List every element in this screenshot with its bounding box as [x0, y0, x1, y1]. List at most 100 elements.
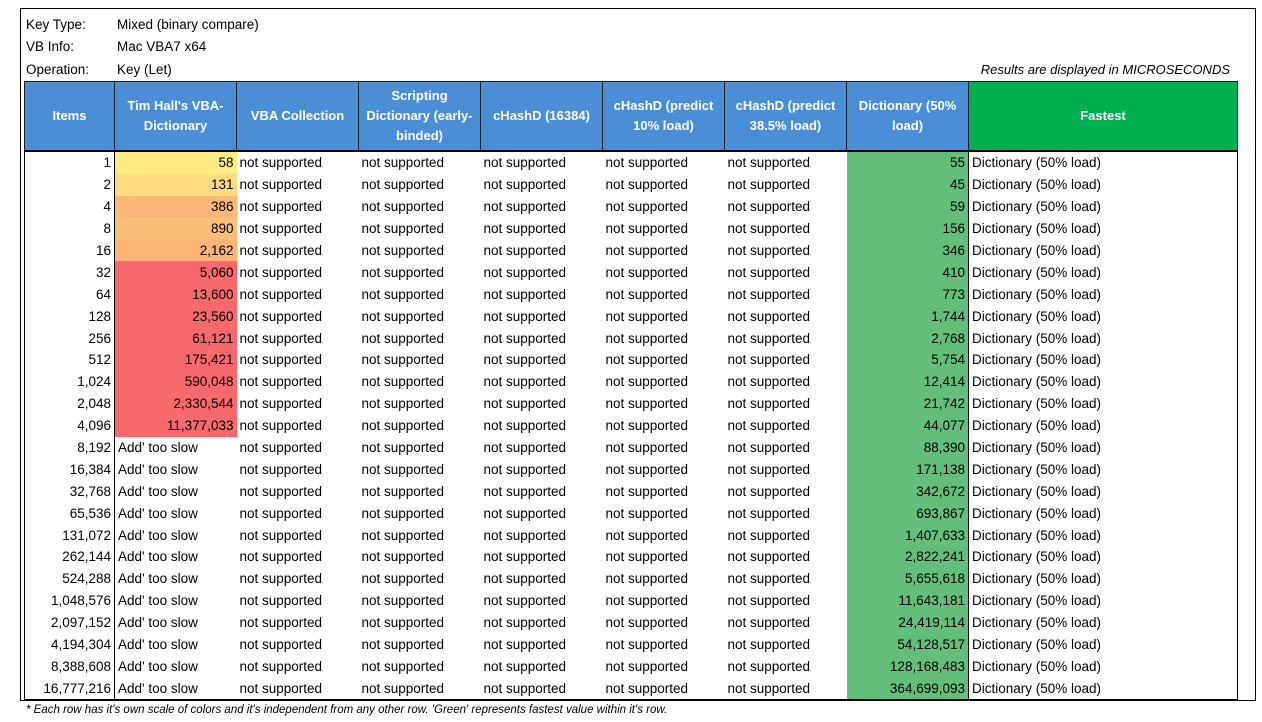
cell-vba-collection[interactable]: not supported [239, 352, 323, 368]
cell-fastest[interactable]: Dictionary (50% load) [968, 392, 1238, 415]
cell-fastest[interactable]: Dictionary (50% load) [968, 589, 1238, 612]
cell-vba-collection[interactable]: not supported [239, 658, 323, 674]
cell-timhall[interactable]: 590,048 [114, 370, 237, 393]
cell-chashd-16384[interactable]: not supported [483, 549, 567, 565]
cell-chashd-38-5[interactable]: not supported [727, 286, 811, 302]
cell-chashd-38-5[interactable]: not supported [727, 308, 811, 324]
cell-chashd-38-5[interactable]: not supported [727, 637, 811, 653]
cell-timhall[interactable]: 386 [114, 195, 237, 218]
cell-timhall[interactable]: Add' too slow [118, 440, 198, 456]
cell-chashd-16384[interactable]: not supported [483, 440, 567, 456]
cell-dictionary-50[interactable]: 156 [846, 217, 969, 240]
cell-vba-collection[interactable]: not supported [239, 505, 323, 521]
cell-chashd-10[interactable]: not supported [605, 593, 689, 609]
cell-chashd-38-5[interactable]: not supported [727, 593, 811, 609]
cell-items[interactable]: 64 [24, 283, 115, 306]
cell-dictionary-50[interactable]: 54,128,517 [846, 633, 969, 656]
cell-timhall[interactable]: 175,421 [114, 349, 237, 371]
cell-scripting-dictionary[interactable]: not supported [361, 330, 445, 346]
cell-dictionary-50[interactable]: 11,643,181 [846, 589, 969, 612]
cell-chashd-16384[interactable]: not supported [483, 593, 567, 609]
cell-items[interactable]: 1,048,576 [24, 589, 115, 612]
cell-chashd-38-5[interactable]: not supported [727, 396, 811, 412]
cell-timhall[interactable]: Add' too slow [118, 505, 198, 521]
cell-timhall[interactable]: 131 [114, 173, 237, 196]
cell-items[interactable]: 2,097,152 [24, 611, 115, 634]
col-header-fastest[interactable]: Fastest [968, 81, 1238, 152]
cell-timhall[interactable]: Add' too slow [114, 677, 237, 701]
cell-fastest[interactable]: Dictionary (50% load) [968, 611, 1238, 634]
cell-dictionary-50[interactable]: 45 [846, 173, 969, 196]
cell-chashd-16384[interactable]: not supported [480, 677, 603, 701]
cell-fastest[interactable]: Dictionary (50% load) [968, 195, 1238, 218]
cell-chashd-10[interactable]: not supported [602, 677, 725, 701]
cell-fastest[interactable]: Dictionary (50% load) [968, 546, 1238, 568]
cell-chashd-38-5[interactable]: not supported [727, 527, 811, 543]
cell-chashd-16384[interactable]: not supported [483, 483, 567, 499]
cell-items[interactable]: 2 [24, 173, 115, 196]
cell-vba-collection[interactable]: not supported [236, 677, 359, 701]
cell-chashd-10[interactable]: not supported [605, 199, 689, 215]
cell-dictionary-50[interactable]: 2,822,241 [846, 546, 969, 568]
cell-fastest[interactable]: Dictionary (50% load) [968, 305, 1238, 328]
cell-dictionary-50[interactable]: 24,419,114 [846, 611, 969, 634]
cell-chashd-10[interactable]: not supported [605, 527, 689, 543]
cell-vba-collection[interactable]: not supported [239, 440, 323, 456]
cell-chashd-16384[interactable]: not supported [483, 286, 567, 302]
cell-chashd-16384[interactable]: not supported [483, 264, 567, 280]
cell-items[interactable]: 2,048 [24, 392, 115, 415]
cell-dictionary-50[interactable]: 342,672 [846, 480, 969, 503]
cell-chashd-38-5[interactable]: not supported [727, 549, 811, 565]
col-header-chashd-16384[interactable]: cHashD (16384) [480, 81, 603, 152]
cell-timhall[interactable]: 13,600 [114, 283, 237, 306]
cell-dictionary-50[interactable]: 171,138 [846, 458, 969, 481]
col-header-chashd-38-5[interactable]: cHashD (predict 38.5% load) [724, 81, 847, 152]
cell-timhall[interactable]: 61,121 [114, 327, 237, 350]
cell-chashd-16384[interactable]: not supported [483, 461, 567, 477]
cell-dictionary-50[interactable]: 88,390 [846, 436, 969, 459]
cell-chashd-38-5[interactable]: not supported [727, 155, 811, 171]
col-header-items[interactable]: Items [24, 81, 115, 152]
operation-value[interactable]: Key (Let) [117, 62, 172, 77]
cell-chashd-38-5[interactable]: not supported [727, 658, 811, 674]
cell-fastest[interactable]: Dictionary (50% load) [968, 633, 1238, 656]
cell-timhall[interactable]: Add' too slow [118, 658, 198, 674]
units-note[interactable]: Results are displayed in MICROSECONDS [980, 62, 1230, 77]
cell-items[interactable]: 128 [24, 305, 115, 328]
cell-dictionary-50[interactable]: 1,744 [846, 305, 969, 328]
cell-chashd-10[interactable]: not supported [605, 418, 689, 434]
cell-items[interactable]: 512 [24, 349, 115, 371]
cell-chashd-16384[interactable]: not supported [483, 221, 567, 237]
cell-scripting-dictionary[interactable]: not supported [361, 155, 445, 171]
cell-fastest[interactable]: Dictionary (50% load) [968, 261, 1238, 284]
cell-timhall[interactable]: Add' too slow [118, 615, 198, 631]
cell-chashd-10[interactable]: not supported [605, 374, 689, 390]
cell-vba-collection[interactable]: not supported [239, 615, 323, 631]
cell-fastest[interactable]: Dictionary (50% load) [968, 436, 1238, 459]
cell-dictionary-50[interactable]: 693,867 [846, 502, 969, 525]
cell-items[interactable]: 16 [24, 239, 115, 262]
cell-vba-collection[interactable]: not supported [239, 330, 323, 346]
cell-dictionary-50[interactable]: 128,168,483 [846, 655, 969, 678]
cell-items[interactable]: 4 [24, 195, 115, 218]
cell-dictionary-50[interactable]: 346 [846, 239, 969, 262]
cell-items[interactable]: 16,777,216 [24, 677, 115, 701]
cell-chashd-38-5[interactable]: not supported [727, 243, 811, 258]
cell-dictionary-50[interactable]: 44,077 [846, 414, 969, 437]
cell-chashd-16384[interactable]: not supported [483, 199, 567, 215]
cell-fastest[interactable]: Dictionary (50% load) [968, 349, 1238, 371]
cell-vba-collection[interactable]: not supported [239, 221, 323, 237]
cell-chashd-16384[interactable]: not supported [483, 308, 567, 324]
cell-scripting-dictionary[interactable]: not supported [361, 615, 445, 631]
cell-chashd-38-5[interactable]: not supported [727, 615, 811, 631]
cell-dictionary-50[interactable]: 1,407,633 [846, 524, 969, 547]
cell-vba-collection[interactable]: not supported [239, 637, 323, 653]
cell-dictionary-50[interactable]: 59 [846, 195, 969, 218]
cell-items[interactable]: 16,384 [24, 458, 115, 481]
col-header-scripting-dictionary[interactable]: Scripting Dictionary (early-binded) [358, 81, 481, 152]
cell-chashd-10[interactable]: not supported [605, 505, 689, 521]
cell-fastest[interactable]: Dictionary (50% load) [968, 655, 1238, 678]
col-header-dictionary-50[interactable]: Dictionary (50% load) [846, 81, 969, 152]
cell-fastest[interactable]: Dictionary (50% load) [968, 151, 1238, 174]
cell-chashd-16384[interactable]: not supported [483, 615, 567, 631]
